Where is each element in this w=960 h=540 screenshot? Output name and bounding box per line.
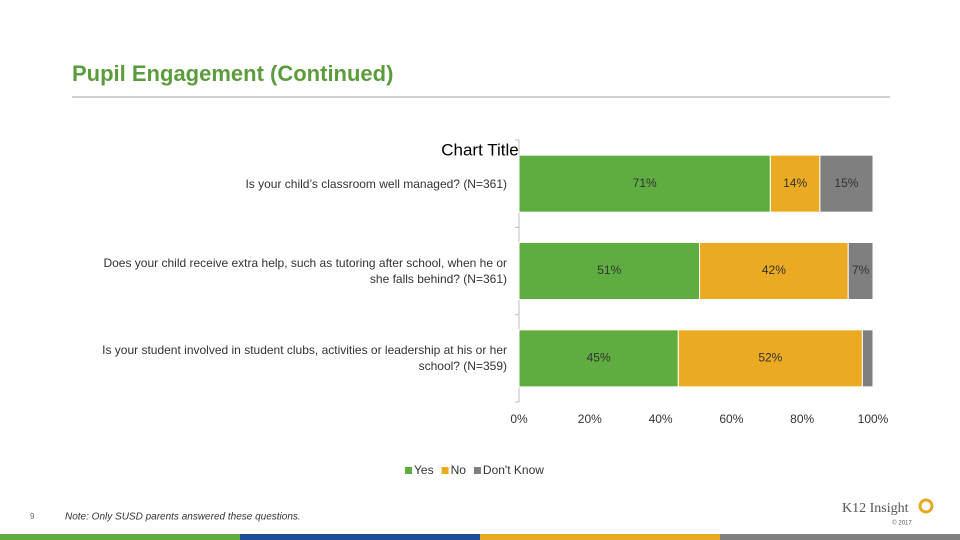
legend-label: No [451, 463, 467, 477]
value-label: 52% [758, 351, 782, 365]
x-tick-label: 80% [790, 412, 814, 426]
category-label: Is your student involved in student club… [102, 343, 507, 374]
legend-label: Don't Know [483, 463, 544, 477]
category-label: Does your child receive extra help, such… [103, 256, 507, 286]
legend-swatch [405, 467, 412, 474]
legend-swatch [441, 467, 449, 474]
value-label: 45% [587, 351, 611, 365]
value-label: 15% [834, 176, 858, 190]
logo-icon [918, 498, 934, 514]
bar-segment [861, 329, 874, 388]
category-label: Is your child’s classroom well managed? … [245, 176, 507, 191]
bar-segment [677, 329, 863, 388]
bar-segment [819, 154, 874, 213]
footer-stripe [0, 534, 240, 540]
footer-stripe [240, 534, 480, 540]
bar-segment [769, 154, 821, 213]
slide-title: Pupil Engagement (Continued) [72, 61, 393, 86]
x-tick-label: 20% [578, 412, 602, 426]
chart-title: Chart Title [441, 140, 518, 159]
x-tick-label: 60% [719, 412, 743, 426]
x-tick-label: 100% [858, 412, 889, 426]
bar-segment [518, 154, 771, 213]
value-label: 14% [783, 176, 807, 190]
bar-segment [518, 242, 701, 300]
logo: K12 Insight [842, 501, 909, 516]
legend-label: Yes [414, 463, 434, 477]
page-number: 9 [30, 512, 35, 521]
bar-segment [518, 329, 679, 388]
legend-swatch [473, 467, 481, 474]
value-label: 51% [597, 263, 621, 277]
bar-segment [699, 242, 849, 300]
footer-stripe [720, 534, 960, 540]
x-tick-label: 40% [649, 412, 673, 426]
value-label: 42% [762, 263, 786, 277]
footer-stripe [480, 534, 720, 540]
copyright: © 2017 [892, 520, 912, 527]
footnote: Note: Only SUSD parents answered these q… [65, 512, 301, 523]
x-tick-label: 0% [510, 412, 528, 426]
bar-segment [847, 242, 874, 300]
value-label: 71% [633, 176, 657, 190]
value-label: 7% [852, 263, 870, 277]
